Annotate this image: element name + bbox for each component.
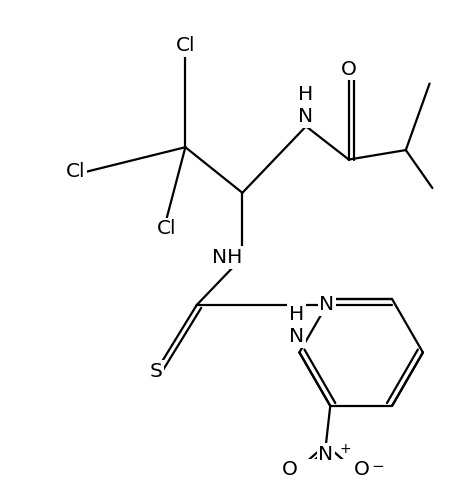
Text: NH: NH bbox=[212, 248, 242, 267]
Text: S: S bbox=[149, 362, 162, 381]
Text: H
N: H N bbox=[298, 85, 313, 126]
Text: N: N bbox=[319, 296, 335, 314]
Text: O: O bbox=[355, 460, 370, 480]
Text: +: + bbox=[340, 443, 352, 456]
Text: O: O bbox=[341, 60, 357, 79]
Text: Cl: Cl bbox=[176, 36, 195, 55]
Text: Cl: Cl bbox=[66, 162, 86, 181]
Text: H
N: H N bbox=[289, 305, 304, 346]
Text: N: N bbox=[319, 444, 333, 464]
Text: Cl: Cl bbox=[157, 219, 176, 239]
Text: −: − bbox=[372, 459, 384, 474]
Text: O: O bbox=[282, 460, 297, 480]
